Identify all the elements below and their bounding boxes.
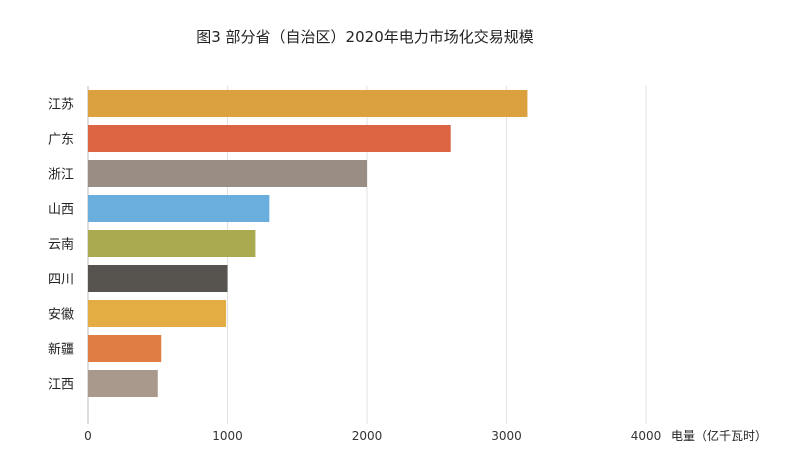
- category-label: 广东: [48, 133, 74, 148]
- x-tick-label: 3000: [491, 429, 522, 443]
- category-label: 江苏: [48, 97, 74, 113]
- bar: [88, 265, 228, 292]
- bar: [88, 370, 158, 397]
- category-label: 江西: [48, 378, 74, 393]
- x-tick-label: 1000: [212, 429, 243, 443]
- bar: [88, 125, 451, 152]
- category-label: 四川: [48, 273, 74, 288]
- bar: [88, 230, 256, 257]
- category-label: 云南: [48, 237, 74, 253]
- x-tick-label: 4000: [631, 429, 662, 443]
- bar: [88, 160, 367, 187]
- bar: [88, 300, 227, 327]
- category-label: 浙江: [48, 168, 74, 183]
- x-axis-title: 电量（亿千瓦时）: [671, 428, 767, 443]
- bar: [88, 90, 528, 117]
- category-label: 新疆: [48, 342, 74, 358]
- bar: [88, 195, 270, 222]
- category-label: 山西: [48, 203, 74, 218]
- x-tick-label: 0: [84, 429, 92, 443]
- bar: [88, 335, 162, 362]
- chart-title: 图3 部分省（自治区）2020年电力市场化交易规模: [196, 28, 534, 46]
- x-tick-labels: 0 1000 2000 3000 4000: [84, 429, 661, 443]
- category-label: 安徽: [48, 308, 74, 323]
- bars: [88, 90, 528, 397]
- x-tick-label: 2000: [352, 429, 383, 443]
